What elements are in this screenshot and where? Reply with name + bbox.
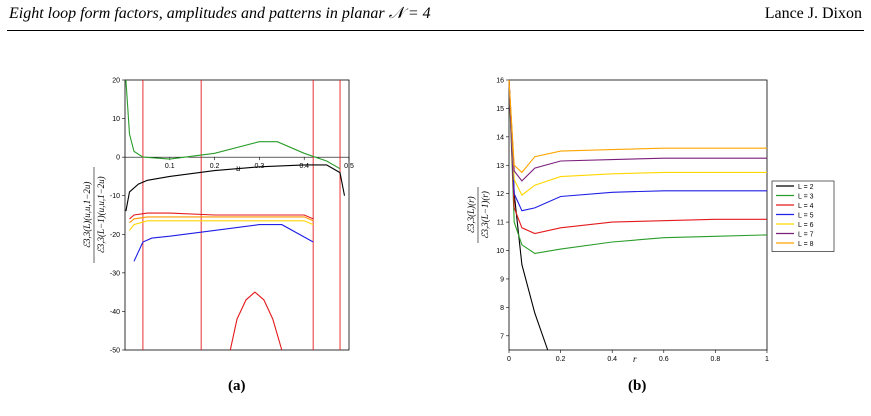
- panel-b-series-line: [508, 79, 767, 212]
- panel-b-y-tick-label: 16: [496, 78, 504, 85]
- panel-a-y-tick-label: -10: [110, 193, 120, 200]
- panel-a-series-line: [125, 164, 346, 212]
- panel-b-legend-label: L = 6: [798, 222, 814, 229]
- panel-b-legend-label: L = 5: [798, 213, 814, 220]
- header-rule: [7, 30, 864, 31]
- panel-b-ylabel-numerator: ℰ3,3(L)(r): [466, 196, 476, 233]
- panel-a-caption-label: (a): [228, 378, 246, 394]
- panel-a-xlabel: u: [236, 163, 241, 173]
- panel-b-x-tick-label: 0.2: [556, 356, 566, 363]
- panel-b-y-tick-label: 10: [496, 248, 504, 255]
- panel-b-y-tick-label: 9: [500, 276, 504, 283]
- panel-a-y-tick-label: -40: [110, 309, 120, 316]
- panel-b-frame: [508, 79, 768, 351]
- panel-a-red-vertical-lines: [142, 80, 341, 350]
- paper-title: Eight loop form factors, amplitudes and …: [9, 5, 431, 22]
- panel-a-series-line: [129, 220, 314, 231]
- panel-b-series: [508, 79, 768, 351]
- panel-b-y-ticks: 16 15 14 13 12 11 10 9 8 7: [496, 78, 509, 340]
- panel-b-x-ticks: 0 0.2 0.4 0.6 0.8 1: [507, 350, 769, 363]
- panel-a-series-line: [129, 212, 314, 220]
- panel-a-y-tick-label: -30: [110, 270, 120, 277]
- panel-b-legend-label: L = 2: [798, 184, 814, 191]
- panel-b-series-line: [508, 79, 767, 182]
- panel-b-x-tick-label: 1: [765, 356, 769, 363]
- panel-b-legend-label: L = 7: [798, 232, 814, 239]
- author-name: Lance J. Dixon: [764, 5, 862, 22]
- panel-b-series-line: [508, 79, 768, 254]
- panel-a-ylabel: ℰ3,3(L)(u,u,1−2u) ℰ3,3(L−1)(u,u,1−2u): [82, 167, 106, 263]
- panel-b-x-tick-label: 0.4: [607, 356, 617, 363]
- panel-b-series-line: [508, 79, 767, 235]
- panel-b-xlabel: r: [633, 354, 637, 364]
- panel-a-y-tick-label: 20: [112, 78, 120, 85]
- panel-b-x-tick-label: 0.8: [711, 356, 721, 363]
- panel-b-legend-label: L = 4: [798, 203, 814, 210]
- panel-a-series-line: [129, 216, 314, 224]
- panel-a-x-tick-label: 0.2: [210, 163, 220, 170]
- panel-b-ylabel-denominator: ℰ3,3(L−1)(r): [480, 191, 490, 239]
- panel-a-y-tick-label: -20: [110, 232, 120, 239]
- panel-a-x-tick-label: 0.1: [165, 163, 175, 170]
- panel-a-ylabel-numerator: ℰ3,3(L)(u,u,1−2u): [82, 182, 92, 249]
- panel-a-series: [125, 79, 346, 351]
- panel-b-legend-label: L = 3: [798, 194, 814, 201]
- panel-b-y-tick-label: 8: [500, 305, 504, 312]
- panel-b-x-tick-label: 0: [507, 356, 511, 363]
- panel-b-y-tick-label: 12: [496, 191, 504, 198]
- panel-b-series-line: [508, 79, 549, 351]
- panel-a-y-tick-label: -50: [110, 348, 120, 355]
- panel-a-series-line: [133, 224, 314, 262]
- panel-a-series-line: [125, 79, 341, 170]
- panel-b-y-tick-label: 15: [496, 106, 504, 113]
- panel-a-frame: [124, 79, 350, 351]
- panel-b-legend-box: [771, 180, 835, 252]
- panel-b-series-line: [508, 79, 767, 196]
- panel-b-y-tick-label: 7: [500, 333, 504, 340]
- panel-b-y-tick-label: 13: [496, 163, 504, 170]
- panel-a-series-line: [229, 291, 283, 351]
- panel-b-x-tick-label: 0.6: [659, 356, 669, 363]
- panel-b-series-line: [508, 79, 767, 174]
- panel-a-x-tick-label: 0.5: [344, 163, 354, 170]
- panel-b-legend-label: L = 8: [798, 241, 814, 248]
- panel-a-ylabel-denominator: ℰ3,3(L−1)(u,u,1−2u): [96, 176, 106, 253]
- panel-b-chart: 0 0.2 0.4 0.6 0.8 1 16 15 14 13 12 11 10 9 8 7 r ℰ3,3(…: [466, 78, 835, 364]
- panel-b-ylabel: ℰ3,3(L)(r) ℰ3,3(L−1)(r): [466, 187, 490, 243]
- panel-a-y-ticks: 20 10 0 -10 -20 -30 -40 -50: [110, 78, 125, 355]
- panel-b-y-tick-label: 14: [496, 134, 504, 141]
- panel-b-y-tick-label: 11: [497, 220, 504, 227]
- running-header: Eight loop form factors, amplitudes and …: [0, 0, 871, 24]
- panel-b-legend: L = 2 L = 3 L = 4 L = 5 L = 6 L = 7 L = 8: [771, 180, 835, 252]
- panel-b-caption-label: (b): [628, 378, 647, 394]
- panel-a-x-tick-label: 0.4: [299, 163, 309, 170]
- panel-a-y-tick-label: 10: [112, 116, 120, 123]
- panel-a-y-tick-label: 0: [116, 155, 120, 162]
